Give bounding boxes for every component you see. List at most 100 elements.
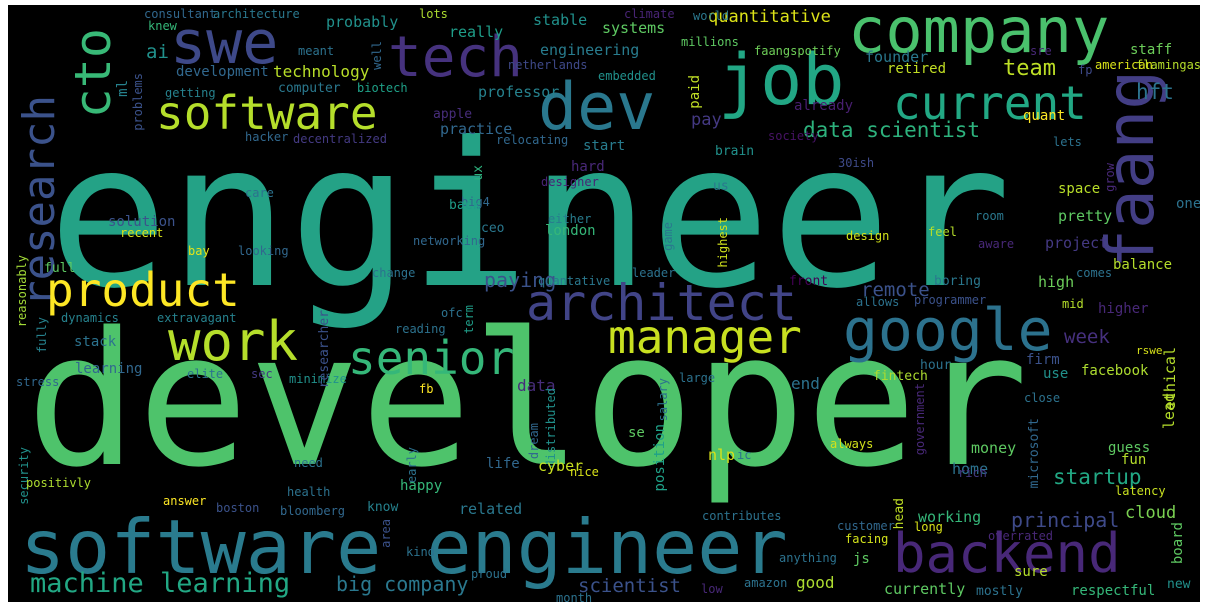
word-ofc: ofc xyxy=(441,306,463,320)
word-getting: getting xyxy=(165,86,216,100)
word-biotech: biotech xyxy=(357,81,408,95)
word-higher: higher xyxy=(1098,301,1149,317)
word-faangspotify: faangspotify xyxy=(754,44,841,58)
word-job: job xyxy=(718,39,845,121)
word-end: end xyxy=(791,374,820,393)
word-mid: mid xyxy=(1062,297,1084,311)
word-solution: solution xyxy=(108,214,176,230)
word-space: space xyxy=(1058,181,1101,197)
word-facebook: facebook xyxy=(1081,363,1149,379)
word-quantative: quantative xyxy=(538,274,611,288)
word-manager: manager xyxy=(608,310,802,364)
word-swe: swe xyxy=(170,8,279,78)
word-hacker: hacker xyxy=(245,130,289,144)
word-ux: ux xyxy=(471,165,486,181)
word-engineering: engineering xyxy=(540,41,640,59)
word-highest: highest xyxy=(716,217,730,268)
word-sre: sre xyxy=(1030,44,1052,58)
word-systems: systems xyxy=(602,19,666,37)
word-game: game xyxy=(661,222,675,251)
word-world: world xyxy=(693,9,730,23)
word-long: long xyxy=(914,520,943,534)
word-founder: founder xyxy=(865,48,929,66)
word-bloomberg: bloomberg xyxy=(280,504,346,518)
word-need: need xyxy=(294,456,323,470)
word-money: money xyxy=(971,439,1017,457)
word-relocating: relocating xyxy=(496,133,569,147)
word-leader: leader xyxy=(632,266,676,280)
word-close: close xyxy=(1024,391,1061,405)
word-company: company xyxy=(848,5,1110,67)
word-related: related xyxy=(459,500,523,518)
word-sure: sure xyxy=(1014,564,1048,580)
word-knew: knew xyxy=(148,19,177,33)
word-nice: nice xyxy=(570,465,599,479)
word-computer: computer xyxy=(278,81,341,96)
word-google: google xyxy=(843,296,1053,364)
word-programmer: programmer xyxy=(914,293,987,307)
word-technology: technology xyxy=(273,62,370,81)
word-consultant: consultant xyxy=(144,7,217,21)
word-tech: tech xyxy=(388,25,523,90)
word-data-scientist: data scientist xyxy=(803,118,981,142)
word-probably: probably xyxy=(326,13,399,31)
word-distributed: distributed xyxy=(544,388,558,468)
word-work: work xyxy=(168,310,299,373)
word-front: front xyxy=(789,274,829,289)
word-looking: looking xyxy=(238,244,289,258)
word-bay: bay xyxy=(188,244,210,258)
word-staff: staff xyxy=(1130,42,1173,58)
word-cto: cto xyxy=(64,28,122,119)
word-fb: fb xyxy=(419,382,434,396)
word-either: either xyxy=(548,212,592,226)
word-microsoft: microsoft xyxy=(1027,418,1042,489)
word-pretty: pretty xyxy=(1058,207,1113,225)
word-use: use xyxy=(1043,366,1069,382)
word-design: design xyxy=(846,229,890,243)
word-reading: reading xyxy=(395,322,446,336)
word-product: product xyxy=(46,263,240,317)
word-professor: professor xyxy=(478,83,560,101)
word-elite: elite xyxy=(187,367,224,381)
word-designer: designer xyxy=(541,175,599,189)
word-dev: dev xyxy=(538,70,656,145)
word-customer: customer xyxy=(837,519,895,533)
word-cloud: cloud xyxy=(1125,503,1177,523)
word-researcher: researcher xyxy=(317,310,332,389)
word-boring: boring xyxy=(934,274,981,289)
word-practice: practice xyxy=(440,120,513,138)
word-full: full xyxy=(44,261,76,276)
word-dream: dream xyxy=(527,423,541,460)
word-climate: climate xyxy=(624,7,675,21)
word-big4: big4 xyxy=(461,195,490,209)
word-ml: ml xyxy=(115,80,131,97)
word-minimize: minimize xyxy=(289,372,347,386)
word-team: team xyxy=(1003,56,1056,81)
word-really: really xyxy=(449,23,504,41)
word-feel: feel xyxy=(928,225,957,239)
word-anything: anything xyxy=(779,551,837,565)
word-currently: currently xyxy=(884,580,966,598)
word-stack: stack xyxy=(74,334,117,350)
word-pay: pay xyxy=(691,110,722,130)
word-low: low xyxy=(701,582,723,596)
word-government: government xyxy=(913,383,927,456)
word-architecture: architecture xyxy=(213,7,300,21)
word-project: project xyxy=(1045,234,1109,252)
word-amazon: amazon xyxy=(744,576,788,590)
word-health: health xyxy=(287,485,331,499)
word-ceo: ceo xyxy=(481,221,505,236)
word-software-engineer: software engineer xyxy=(20,503,788,591)
word-netherlands: netherlands xyxy=(508,58,588,72)
word-machine-learning: machine learning xyxy=(30,568,291,599)
word-week: week xyxy=(1064,326,1110,348)
word-cyber: cyber xyxy=(538,457,584,475)
word-care: care xyxy=(245,186,274,200)
word-retired: retired xyxy=(887,61,947,77)
word-nlp: nlp xyxy=(708,446,736,464)
word-apple: apple xyxy=(433,107,473,122)
word-sec: sec xyxy=(251,367,273,381)
word-js: js xyxy=(853,551,870,567)
word-respectful: respectful xyxy=(1071,583,1156,599)
word-decentralized: decentralized xyxy=(293,132,387,146)
